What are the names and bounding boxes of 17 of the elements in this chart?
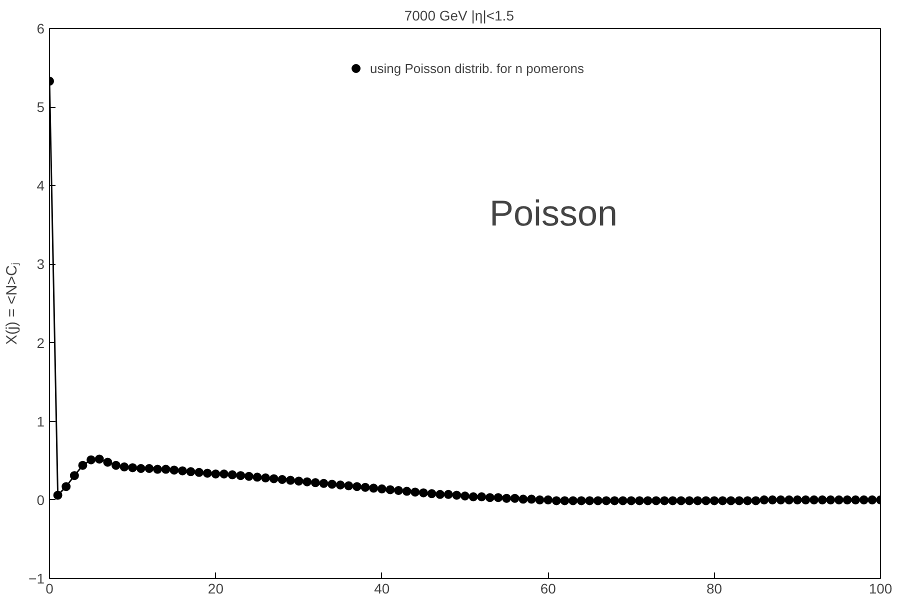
y-axis-title: X(j) = <N>Cⱼ — [4, 262, 21, 345]
x-tick-label: 100 — [868, 580, 892, 596]
x-tick-label: 80 — [706, 580, 722, 596]
y-tick-label: 4 — [36, 178, 45, 194]
y-tick-label: 1 — [36, 413, 45, 430]
y-tick-label: −1 — [28, 570, 45, 586]
legend-label: using Poisson distrib. for n pomerons — [370, 60, 584, 76]
y-tick-label: 3 — [36, 256, 45, 272]
x-tick-label: 60 — [540, 580, 556, 596]
y-tick-label: 6 — [36, 20, 45, 36]
chart-title: 7000 GeV |η|<1.5 — [404, 8, 514, 24]
x-tick-label: 20 — [208, 580, 224, 596]
y-tick-label: 0 — [36, 492, 45, 508]
x-tick-label: 40 — [374, 580, 390, 596]
annotation: Poisson — [490, 192, 618, 234]
y-tick-label: 5 — [36, 99, 45, 116]
y-tick-label: 2 — [36, 334, 45, 351]
